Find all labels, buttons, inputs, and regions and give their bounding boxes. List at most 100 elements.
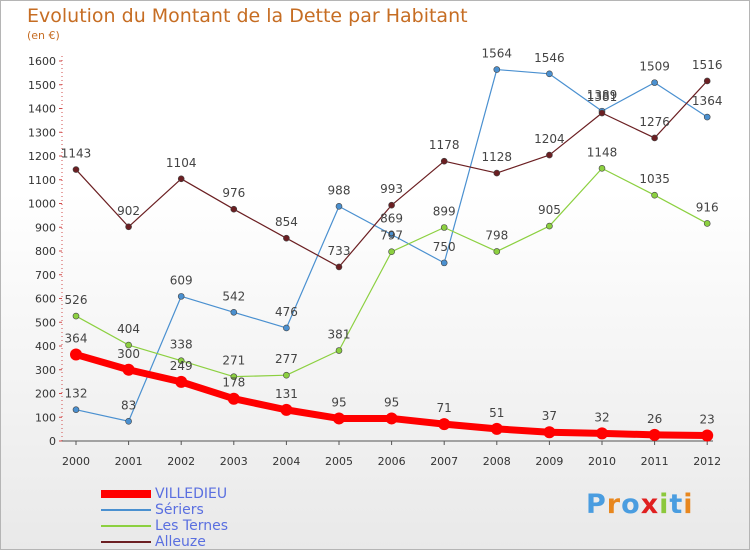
data-point [72,166,80,173]
data-point [651,134,658,142]
data-point [543,426,556,439]
legend-swatch [101,509,151,511]
y-tick-label: 900 [35,221,56,234]
legend-label: VILLEDIEU [155,486,228,502]
data-point [125,341,132,349]
data-label: 797 [380,229,403,243]
data-point [125,223,132,231]
data-label: 32 [594,410,609,424]
x-tick-label: 2010 [588,455,616,468]
data-label: 476 [275,305,298,319]
data-label: 976 [222,186,245,200]
data-point [438,418,451,431]
y-tick-label: 1100 [28,174,56,187]
data-label: 988 [328,183,351,197]
legend-item: Les Ternes [101,518,321,534]
y-tick-label: 600 [35,293,56,306]
data-label: 300 [117,347,140,361]
data-label: 338 [170,338,193,352]
data-label: 1564 [482,47,513,61]
data-point [283,371,290,379]
x-tick-label: 2009 [535,455,563,468]
x-tick-label: 2006 [378,455,406,468]
data-label: 1128 [482,150,513,164]
y-tick-label: 100 [35,411,56,424]
data-label: 1143 [61,147,92,161]
data-point [493,169,501,177]
data-point [598,165,606,172]
y-tick-label: 500 [35,316,56,329]
data-label: 51 [489,406,504,420]
data-point [388,248,395,256]
data-point [280,403,293,416]
brand-letter: x [640,489,660,520]
legend-swatch [101,541,151,543]
data-point [703,113,711,121]
data-label: 1204 [534,132,565,146]
data-point [125,417,132,425]
data-point [72,406,80,413]
chart-title: Evolution du Montant de la Dette par Hab… [27,5,468,27]
x-tick-label: 2011 [641,455,669,468]
brand-letter: r [606,489,622,520]
data-point [703,77,711,85]
x-tick-label: 2005 [325,455,353,468]
data-label: 404 [117,322,140,336]
brand-letter: i [659,489,670,520]
x-tick-label: 2001 [115,455,143,468]
x-tick-label: 2003 [220,455,248,468]
data-label: 178 [222,376,245,390]
data-label: 381 [328,328,351,342]
legend-item: VILLEDIEU [101,486,321,502]
data-label: 249 [170,359,193,373]
data-label: 902 [117,204,140,218]
data-label: 899 [433,204,456,218]
brand-letter: t [669,489,684,520]
y-tick-label: 1300 [28,126,56,139]
legend-swatch [101,490,151,498]
data-point [648,428,661,441]
data-label: 854 [275,215,298,229]
data-label: 1546 [534,51,565,65]
data-label: 83 [121,398,136,412]
data-label: 993 [380,182,403,196]
y-tick-label: 1400 [28,103,56,116]
data-label: 1381 [587,90,618,104]
y-tick-label: 400 [35,340,56,353]
x-tick-label: 2002 [167,455,195,468]
data-label: 798 [485,228,508,242]
data-point [596,427,608,440]
data-label: 609 [170,273,193,287]
data-point [177,357,185,365]
data-label: 1035 [639,172,670,186]
data-label: 1276 [639,115,670,129]
data-point [651,79,658,86]
data-point [598,109,606,117]
data-point [385,412,398,425]
brand-letter: o [621,489,641,520]
data-point [546,222,553,230]
data-point [283,234,290,242]
data-point [546,70,553,78]
data-point [333,412,345,425]
data-point [335,347,343,354]
data-label: 1178 [429,138,460,152]
data-label: 1389 [587,88,618,102]
data-label: 1509 [639,60,670,74]
data-point [230,308,238,316]
data-label: 37 [542,409,557,423]
data-point [335,263,343,271]
data-point [230,373,238,380]
data-label: 71 [437,401,452,415]
y-tick-label: 1200 [28,150,56,163]
x-tick-label: 2007 [430,455,458,468]
brand-logo: Proxiti [586,489,694,520]
unit-label: (en €) [27,29,60,42]
data-label: 131 [275,387,298,401]
data-label: 95 [384,395,399,409]
data-point [388,201,395,209]
data-point [177,293,185,300]
data-point [493,66,501,73]
